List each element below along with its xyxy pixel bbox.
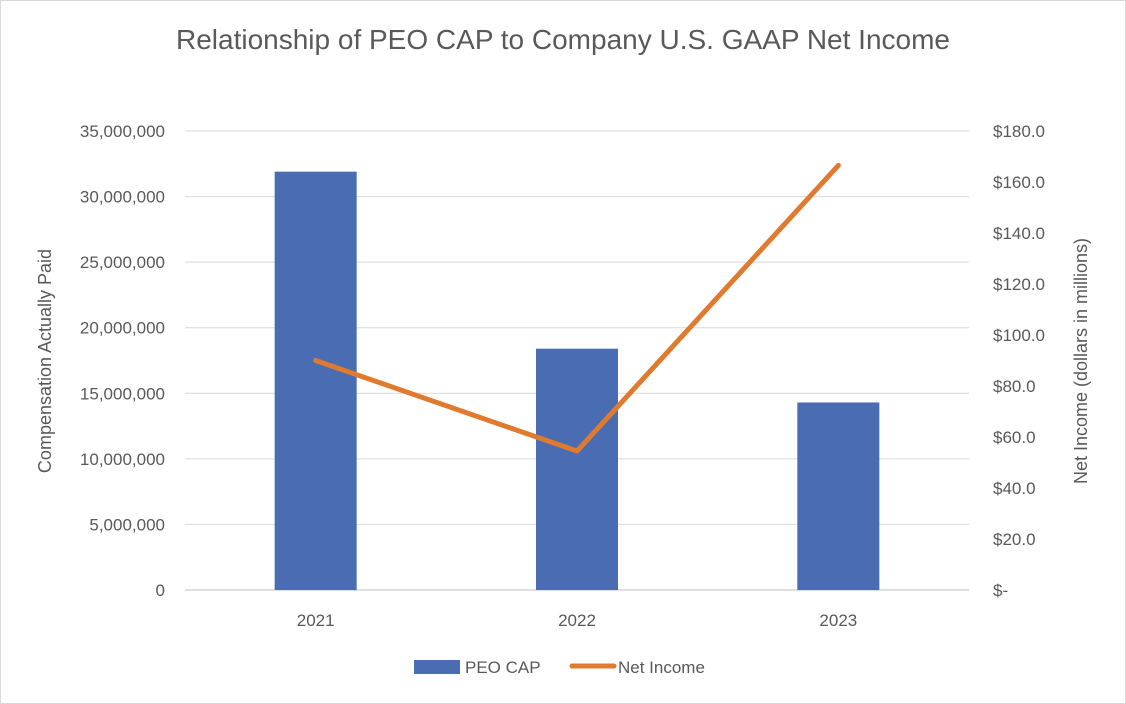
right-tick-label: $80.0 (993, 377, 1036, 396)
right-axis-title: Net Income (dollars in millions) (1071, 238, 1091, 484)
left-tick-label: 5,000,000 (89, 515, 165, 534)
x-tick-label: 2022 (558, 611, 596, 630)
bar-series (274, 171, 880, 590)
right-tick-label: $180.0 (993, 122, 1045, 141)
left-tick-label: 15,000,000 (80, 384, 165, 403)
chart-title: Relationship of PEO CAP to Company U.S. … (176, 24, 950, 55)
left-tick-label: 25,000,000 (80, 253, 165, 272)
right-tick-label: $160.0 (993, 173, 1045, 192)
bar-peo-cap (536, 348, 618, 590)
legend-swatch-peo-cap (414, 660, 460, 674)
x-axis-ticks: 2021 2022 2023 (297, 611, 857, 630)
legend-label-net-income: Net Income (618, 658, 705, 677)
left-tick-label: 10,000,000 (80, 450, 165, 469)
right-tick-label: $- (993, 581, 1008, 600)
right-tick-label: $20.0 (993, 530, 1036, 549)
line-series (313, 162, 841, 454)
left-tick-label: 20,000,000 (80, 319, 165, 338)
right-axis-ticks: $- $20.0 $40.0 $60.0 $80.0 $100.0 $120.0 $140.0… (993, 122, 1045, 600)
left-tick-label: 35,000,000 (80, 122, 165, 141)
right-tick-label: $40.0 (993, 479, 1036, 498)
bar-peo-cap (797, 402, 880, 590)
left-tick-label: 30,000,000 (80, 188, 165, 207)
legend-label-peo-cap: PEO CAP (465, 658, 541, 677)
bar-peo-cap (274, 171, 357, 590)
left-axis-title: Compensation Actually Paid (35, 249, 55, 473)
right-tick-label: $60.0 (993, 428, 1036, 447)
x-tick-label: 2021 (297, 611, 335, 630)
legend: PEO CAP Net Income (414, 658, 705, 677)
left-axis-ticks: 0 5,000,000 10,000,000 15,000,000 20,000,000… (80, 122, 165, 600)
left-tick-label: 0 (156, 581, 165, 600)
right-tick-label: $120.0 (993, 275, 1045, 294)
right-tick-label: $140.0 (993, 224, 1045, 243)
right-tick-label: $100.0 (993, 326, 1045, 345)
x-tick-label: 2023 (819, 611, 857, 630)
